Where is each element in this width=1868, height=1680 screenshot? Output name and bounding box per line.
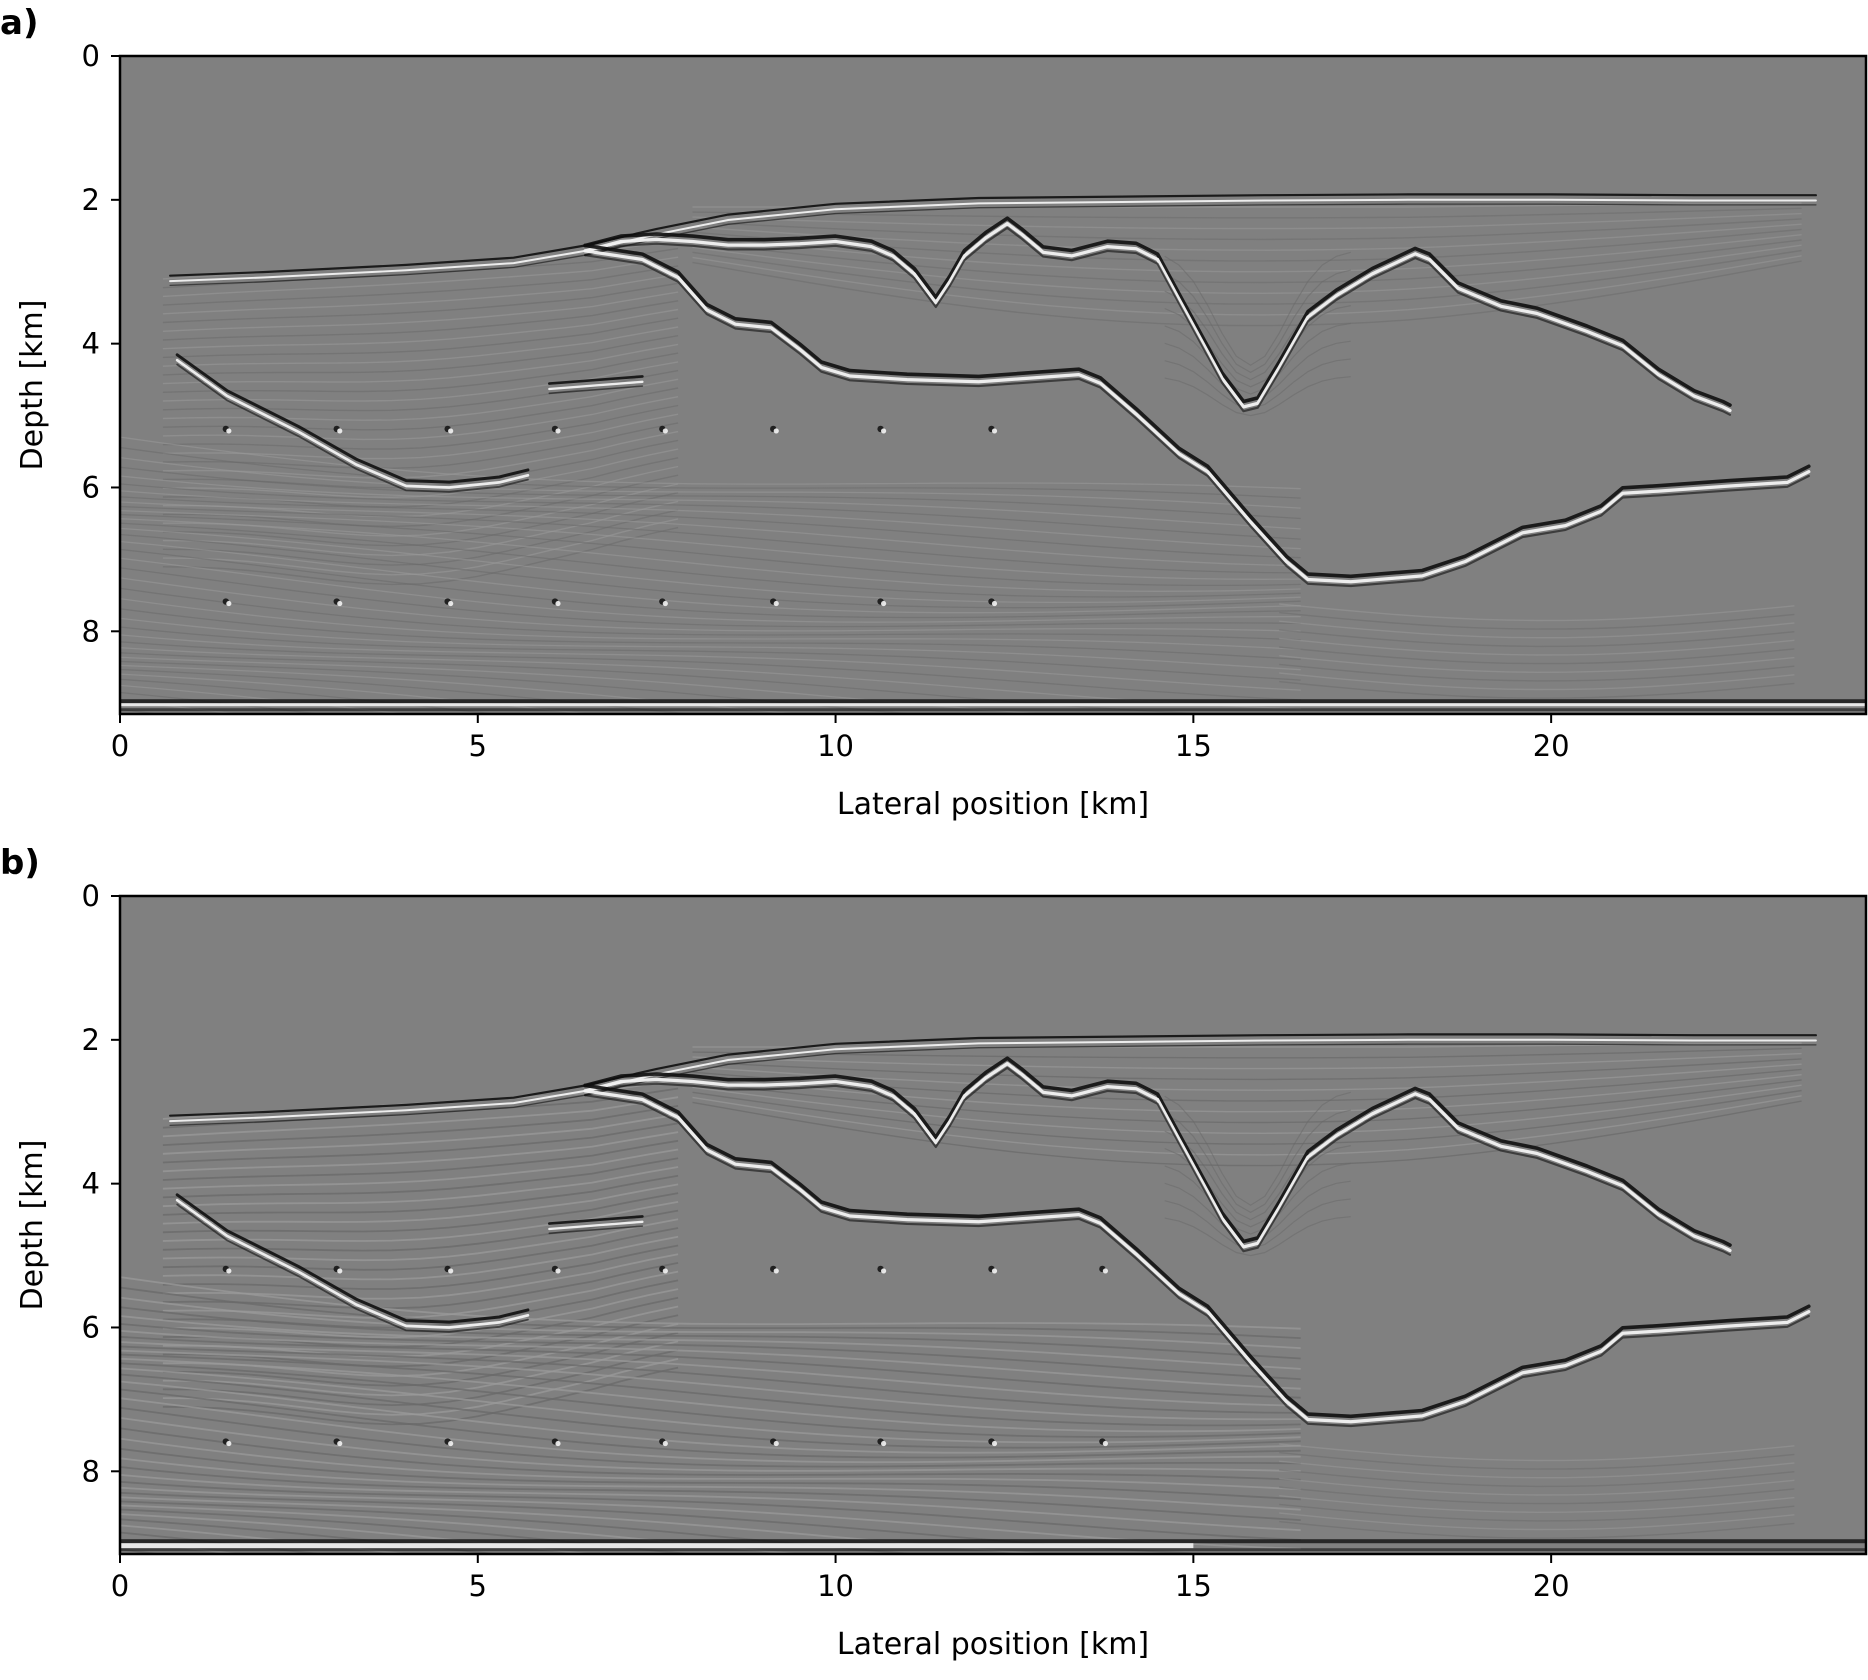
salt-top-reflector xyxy=(583,216,1732,416)
x-axis-label: Lateral position [km] xyxy=(837,787,1149,822)
panel-b: 0 5 10 15 20 0 2 4 6 8 Lateral position [km] Depth … xyxy=(0,840,1868,1680)
salt-base-reflector xyxy=(583,1083,1811,1428)
panel-a: 0 5 10 15 20 0 2 4 6 8 Lateral position [km] Depth … xyxy=(0,3,1868,822)
x-tick-label: 10 xyxy=(817,729,854,763)
x-tick-label: 15 xyxy=(1175,729,1212,763)
point-scatterers xyxy=(222,1265,1109,1447)
water-bottom-reflector xyxy=(169,1033,1818,1127)
bottom-boundary-reflector xyxy=(120,699,1866,712)
axes-frame xyxy=(118,894,1868,1556)
strong-sediment-reflector xyxy=(175,1193,530,1333)
x-tick-label: 0 xyxy=(111,729,129,763)
x-tick-label: 15 xyxy=(1175,1569,1212,1603)
y-tick-label: 6 xyxy=(82,1310,100,1344)
x-tick-label: 0 xyxy=(111,1569,129,1603)
seismic-figure-a: 0 5 10 15 20 0 2 4 6 8 Lateral position [km] Depth … xyxy=(0,3,1868,822)
x-tick-label: 5 xyxy=(469,729,487,763)
x-tick-label: 20 xyxy=(1533,729,1570,763)
y-axis-label: Depth [km] xyxy=(15,300,50,471)
salt-top-reflector xyxy=(583,1056,1732,1256)
water-bottom-reflector xyxy=(169,193,1818,287)
x-axis-label: Lateral position [km] xyxy=(837,1627,1149,1662)
short-reflector xyxy=(547,1215,644,1235)
seismic-image xyxy=(120,193,1866,714)
x-tick-label: 10 xyxy=(817,1569,854,1603)
panel-label: a) xyxy=(0,3,38,43)
y-tick-label: 0 xyxy=(82,879,100,913)
y-tick-label: 8 xyxy=(82,1454,100,1488)
sediment-texture xyxy=(120,202,1802,714)
y-tick-label: 2 xyxy=(82,1023,100,1057)
panel-label: b) xyxy=(0,843,40,883)
y-tick-label: 4 xyxy=(82,327,100,361)
x-tick-label: 20 xyxy=(1533,1569,1570,1603)
strong-sediment-reflector xyxy=(175,353,530,493)
axes-frame xyxy=(118,54,1868,716)
reflectors xyxy=(169,1033,1818,1428)
bottom-boundary-reflector xyxy=(120,1539,1866,1552)
point-scatterers xyxy=(222,425,998,607)
reflectors xyxy=(169,193,1818,588)
x-tick-label: 5 xyxy=(469,1569,487,1603)
y-tick-label: 2 xyxy=(82,183,100,217)
y-axis-label: Depth [km] xyxy=(15,1140,50,1311)
sediment-texture xyxy=(120,1042,1802,1554)
y-tick-label: 0 xyxy=(82,39,100,73)
y-tick-label: 4 xyxy=(82,1167,100,1201)
y-tick-label: 6 xyxy=(82,470,100,504)
short-reflector xyxy=(547,375,644,395)
seismic-image xyxy=(120,1033,1866,1554)
salt-base-reflector xyxy=(583,243,1811,588)
y-tick-label: 8 xyxy=(82,614,100,648)
seismic-figure-b: 0 5 10 15 20 0 2 4 6 8 Lateral position [km] Depth … xyxy=(0,843,1868,1662)
